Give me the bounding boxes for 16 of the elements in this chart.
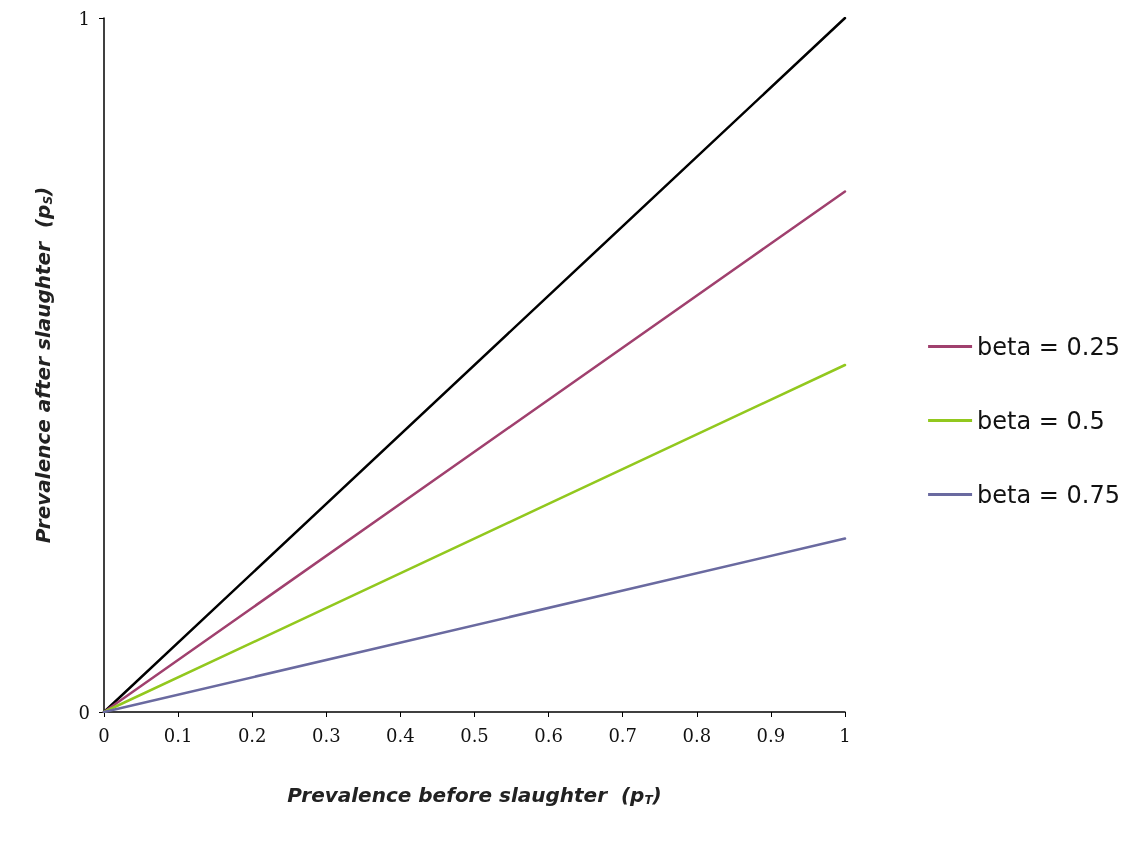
x-tick-label: 0.6: [534, 724, 563, 746]
x-tick-label: 0.2: [237, 724, 267, 746]
x-axis-title: Prevalence before slaughter (pT): [287, 783, 662, 807]
x-tick-label: 0.7: [608, 724, 638, 746]
x-tick-label: 0.8: [682, 724, 712, 746]
legend-label: beta = 0.25: [977, 332, 1120, 361]
x-tick-label: 0.5: [460, 724, 489, 746]
legend-label: beta = 0.5: [977, 406, 1105, 435]
x-tick-label: 0.3: [311, 724, 341, 746]
legend-label: beta = 0.75: [977, 480, 1120, 509]
x-tick-label: 0.1: [163, 724, 193, 746]
y-axis-title: Prevalence after slaughter (pS): [31, 186, 55, 544]
x-tick-label: 0.9: [756, 724, 786, 746]
x-tick-label: 0.4: [386, 724, 415, 746]
x-tick-label: 0: [98, 724, 110, 746]
x-tick-label: 1: [839, 724, 851, 746]
